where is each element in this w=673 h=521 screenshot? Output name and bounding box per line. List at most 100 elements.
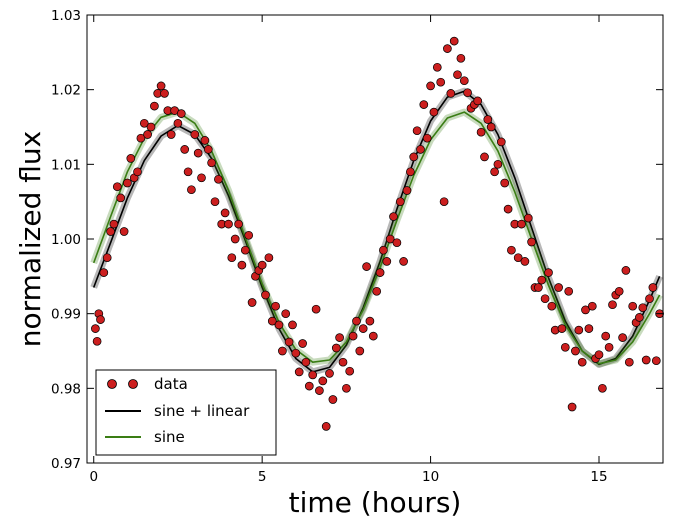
- data-point: [443, 44, 452, 53]
- data-point: [126, 154, 136, 163]
- data-point: [200, 136, 210, 145]
- data-point: [284, 337, 294, 347]
- data-point: [493, 159, 503, 169]
- data-point: [210, 197, 220, 207]
- data-point: [608, 300, 617, 310]
- data-point: [520, 257, 530, 266]
- data-point: [432, 62, 442, 72]
- y-tick-label: 0.99: [51, 307, 81, 323]
- data-point: [224, 219, 233, 229]
- data-point: [112, 182, 122, 192]
- data-point: [278, 346, 287, 356]
- data-point: [507, 245, 516, 255]
- data-point: [345, 366, 355, 376]
- y-tick-label: 1.00: [51, 232, 81, 248]
- data-point: [176, 109, 186, 118]
- data-point: [257, 260, 267, 270]
- data-point: [399, 257, 408, 266]
- data-point: [372, 286, 382, 296]
- data-point: [429, 107, 439, 117]
- data-point: [136, 133, 146, 143]
- data-point: [281, 309, 291, 319]
- data-point: [523, 213, 533, 223]
- data-point: [304, 381, 314, 391]
- data-point: [261, 290, 270, 300]
- data-point: [453, 70, 462, 80]
- data-point: [311, 304, 321, 314]
- data-point: [409, 152, 419, 162]
- data-point: [486, 122, 496, 132]
- data-point: [422, 133, 432, 143]
- data-point: [412, 126, 422, 136]
- y-tick-label: 0.98: [51, 381, 81, 397]
- data-point: [123, 178, 132, 188]
- data-point: [288, 320, 297, 330]
- data-point: [476, 127, 486, 137]
- data-point: [99, 268, 109, 277]
- x-tick-label: 10: [422, 469, 439, 485]
- data-point: [133, 167, 142, 177]
- plot-frame: [86, 14, 664, 464]
- data-point: [624, 357, 634, 367]
- y-tick-label: 1.03: [51, 8, 81, 24]
- data-point: [355, 346, 365, 356]
- data-point: [220, 208, 230, 218]
- data-point: [571, 346, 580, 356]
- data-point: [614, 286, 624, 296]
- data-point: [463, 88, 472, 98]
- data-point: [648, 283, 658, 292]
- data-point: [106, 227, 115, 236]
- data-point: [601, 331, 611, 341]
- data-point: [358, 324, 368, 333]
- data-point: [513, 253, 523, 263]
- data-point: [102, 253, 112, 263]
- data-point: [496, 137, 506, 147]
- x-tick-label: 0: [89, 469, 98, 485]
- data-point: [473, 96, 483, 106]
- data-point: [227, 253, 237, 263]
- data-point: [318, 376, 328, 386]
- data-point: [183, 167, 193, 177]
- data-point: [426, 81, 435, 91]
- data-point: [166, 130, 176, 139]
- data-point: [598, 383, 607, 393]
- ticks-layer: 0 5 10 15 0.97 0.98 0.99 1.00 1.01 1.02 1.03: [51, 8, 663, 485]
- data-point: [230, 234, 240, 244]
- data-point: [419, 100, 429, 109]
- y-axis-label: normalized flux: [14, 131, 47, 347]
- x-axis-label: time (hours): [289, 486, 462, 519]
- data-point: [385, 234, 395, 244]
- data-point: [91, 324, 100, 333]
- data-point: [446, 89, 456, 98]
- data-point: [116, 193, 126, 203]
- data-point: [237, 260, 247, 270]
- data-point: [207, 158, 216, 168]
- data-point: [203, 145, 213, 154]
- data-point: [143, 130, 152, 139]
- data-point: [527, 237, 536, 247]
- data-point: [264, 253, 274, 263]
- data-point: [193, 148, 203, 158]
- data-point: [544, 268, 553, 277]
- data-point: [628, 301, 638, 311]
- data-point: [362, 262, 371, 271]
- data-point: [564, 286, 574, 296]
- data-point: [308, 370, 318, 380]
- data-point: [315, 386, 324, 395]
- legend-label-sine-linear: sine + linear: [154, 402, 250, 420]
- data-point: [604, 342, 614, 352]
- data-point: [406, 167, 415, 177]
- data-point: [234, 219, 243, 229]
- series-line-sine-linear: [92, 90, 661, 373]
- data-point: [146, 122, 156, 132]
- data-point: [109, 219, 119, 229]
- legend: data sine + linear sine: [95, 369, 277, 456]
- data-point: [540, 294, 550, 304]
- legend-label-data: data: [154, 375, 188, 393]
- legend-box: [95, 369, 277, 456]
- data-point: [321, 422, 331, 431]
- data-point: [294, 367, 304, 377]
- data-point: [459, 76, 469, 86]
- data-point: [449, 36, 459, 46]
- data-point: [187, 185, 196, 195]
